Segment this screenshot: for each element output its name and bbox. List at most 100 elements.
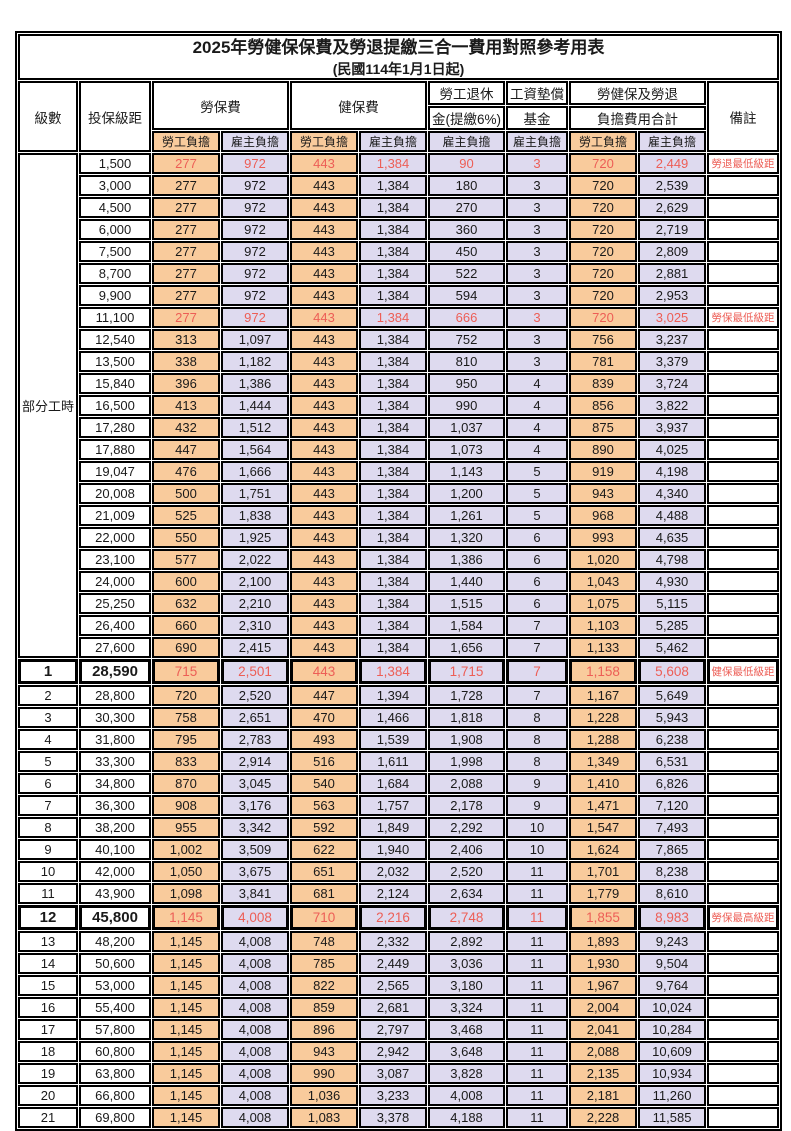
labor-worker-cell: 1,145 <box>152 931 221 952</box>
table-row: 12,540 313 1,097 443 1,384 752 3 756 3,237 <box>18 329 780 350</box>
wage-fund-employer-cell: 7 <box>506 615 569 636</box>
remark-cell: 勞保最低級距 <box>707 307 780 328</box>
health-worker-cell: 443 <box>290 549 359 570</box>
health-worker-cell: 493 <box>290 729 359 750</box>
health-worker-cell: 443 <box>290 483 359 504</box>
labor-worker-cell: 277 <box>152 219 221 240</box>
pension-employer-cell: 4,188 <box>428 1107 506 1128</box>
labor-employer-cell: 1,444 <box>221 395 290 416</box>
pension-employer-cell: 1,998 <box>428 751 506 772</box>
remark-cell: 勞退最低級距 <box>707 153 780 174</box>
labor-employer-cell: 3,841 <box>221 883 290 904</box>
labor-worker-cell: 500 <box>152 483 221 504</box>
subheader-pension-employer: 雇主負擔 <box>428 131 506 152</box>
labor-employer-cell: 3,509 <box>221 839 290 860</box>
labor-employer-cell: 4,008 <box>221 997 290 1018</box>
total-employer-cell: 6,826 <box>638 773 707 794</box>
wage-fund-employer-cell: 9 <box>506 795 569 816</box>
labor-worker-cell: 525 <box>152 505 221 526</box>
health-employer-cell: 1,757 <box>359 795 428 816</box>
labor-worker-cell: 338 <box>152 351 221 372</box>
labor-employer-cell: 972 <box>221 307 290 328</box>
remark-cell <box>707 1019 780 1040</box>
remark-cell <box>707 997 780 1018</box>
bracket-cell: 20,008 <box>79 483 152 504</box>
health-employer-cell: 1,384 <box>359 593 428 614</box>
labor-worker-cell: 1,145 <box>152 905 221 930</box>
table-row: 16 55,400 1,145 4,008 859 2,681 3,324 11 2,004 10… <box>18 997 780 1018</box>
table-row: 6,000 277 972 443 1,384 360 3 720 2,719 <box>18 219 780 240</box>
total-employer-cell: 4,798 <box>638 549 707 570</box>
remark-cell <box>707 175 780 196</box>
bracket-cell: 66,800 <box>79 1085 152 1106</box>
level-cell: 11 <box>18 883 79 904</box>
labor-worker-cell: 313 <box>152 329 221 350</box>
labor-worker-cell: 550 <box>152 527 221 548</box>
header-row-1: 級數 投保級距 勞保費 健保費 勞工退休 工資墊償 勞健保及勞退 備註 <box>18 81 780 152</box>
labor-worker-cell: 432 <box>152 417 221 438</box>
pension-employer-cell: 3,468 <box>428 1019 506 1040</box>
labor-employer-cell: 4,008 <box>221 1019 290 1040</box>
total-worker-cell: 1,167 <box>569 685 638 706</box>
health-worker-cell: 443 <box>290 461 359 482</box>
total-employer-cell: 8,610 <box>638 883 707 904</box>
remark-cell <box>707 615 780 636</box>
pension-employer-cell: 1,440 <box>428 571 506 592</box>
health-employer-cell: 1,384 <box>359 197 428 218</box>
health-employer-cell: 2,942 <box>359 1041 428 1062</box>
labor-worker-cell: 715 <box>152 659 221 684</box>
table-row: 27,600 690 2,415 443 1,384 1,656 7 1,133 5,462 <box>18 637 780 658</box>
labor-worker-cell: 660 <box>152 615 221 636</box>
total-employer-cell: 10,609 <box>638 1041 707 1062</box>
wage-fund-employer-cell: 11 <box>506 883 569 904</box>
wage-fund-employer-cell: 11 <box>506 1085 569 1106</box>
remark-cell <box>707 285 780 306</box>
wage-fund-employer-cell: 10 <box>506 817 569 838</box>
table-row: 6 34,800 870 3,045 540 1,684 2,088 9 1,410 6,826 <box>18 773 780 794</box>
health-employer-cell: 1,384 <box>359 241 428 262</box>
wage-fund-employer-cell: 3 <box>506 197 569 218</box>
labor-employer-cell: 972 <box>221 285 290 306</box>
wage-fund-employer-cell: 11 <box>506 997 569 1018</box>
total-employer-cell: 9,504 <box>638 953 707 974</box>
wage-fund-employer-cell: 11 <box>506 1063 569 1084</box>
pension-employer-cell: 2,748 <box>428 905 506 930</box>
title-row: 2025年勞健保保費及勞退提繳三合一費用對照參考用表 (民國114年1月1日起) <box>18 34 780 80</box>
total-employer-cell: 7,865 <box>638 839 707 860</box>
wage-fund-employer-cell: 6 <box>506 549 569 570</box>
pension-employer-cell: 2,178 <box>428 795 506 816</box>
col-header-labor-insurance: 勞保費 <box>152 81 290 130</box>
wage-fund-employer-cell: 11 <box>506 953 569 974</box>
total-worker-cell: 1,288 <box>569 729 638 750</box>
table-row: 11,100 277 972 443 1,384 666 3 720 3,025 勞保最低級距 <box>18 307 780 328</box>
level-cell: 2 <box>18 685 79 706</box>
pension-employer-cell: 1,818 <box>428 707 506 728</box>
labor-employer-cell: 4,008 <box>221 1041 290 1062</box>
labor-employer-cell: 1,182 <box>221 351 290 372</box>
pension-employer-cell: 990 <box>428 395 506 416</box>
total-employer-cell: 3,822 <box>638 395 707 416</box>
table-row: 22,000 550 1,925 443 1,384 1,320 6 993 4,635 <box>18 527 780 548</box>
remark-cell <box>707 1041 780 1062</box>
remark-cell <box>707 817 780 838</box>
wage-fund-employer-cell: 3 <box>506 263 569 284</box>
health-worker-cell: 1,036 <box>290 1085 359 1106</box>
remark-cell <box>707 795 780 816</box>
remark-cell <box>707 883 780 904</box>
labor-worker-cell: 277 <box>152 197 221 218</box>
labor-worker-cell: 600 <box>152 571 221 592</box>
table-row: 7 36,300 908 3,176 563 1,757 2,178 9 1,471 7,120 <box>18 795 780 816</box>
total-worker-cell: 1,967 <box>569 975 638 996</box>
total-worker-cell: 2,228 <box>569 1107 638 1128</box>
remark-cell <box>707 861 780 882</box>
bracket-cell: 33,300 <box>79 751 152 772</box>
labor-worker-cell: 690 <box>152 637 221 658</box>
pension-employer-cell: 450 <box>428 241 506 262</box>
remark-cell <box>707 483 780 504</box>
col-header-wage-fund-line2: 基金 <box>506 106 569 130</box>
total-employer-cell: 3,937 <box>638 417 707 438</box>
pension-employer-cell: 2,892 <box>428 931 506 952</box>
level-cell: 18 <box>18 1041 79 1062</box>
labor-worker-cell: 1,002 <box>152 839 221 860</box>
total-worker-cell: 1,893 <box>569 931 638 952</box>
